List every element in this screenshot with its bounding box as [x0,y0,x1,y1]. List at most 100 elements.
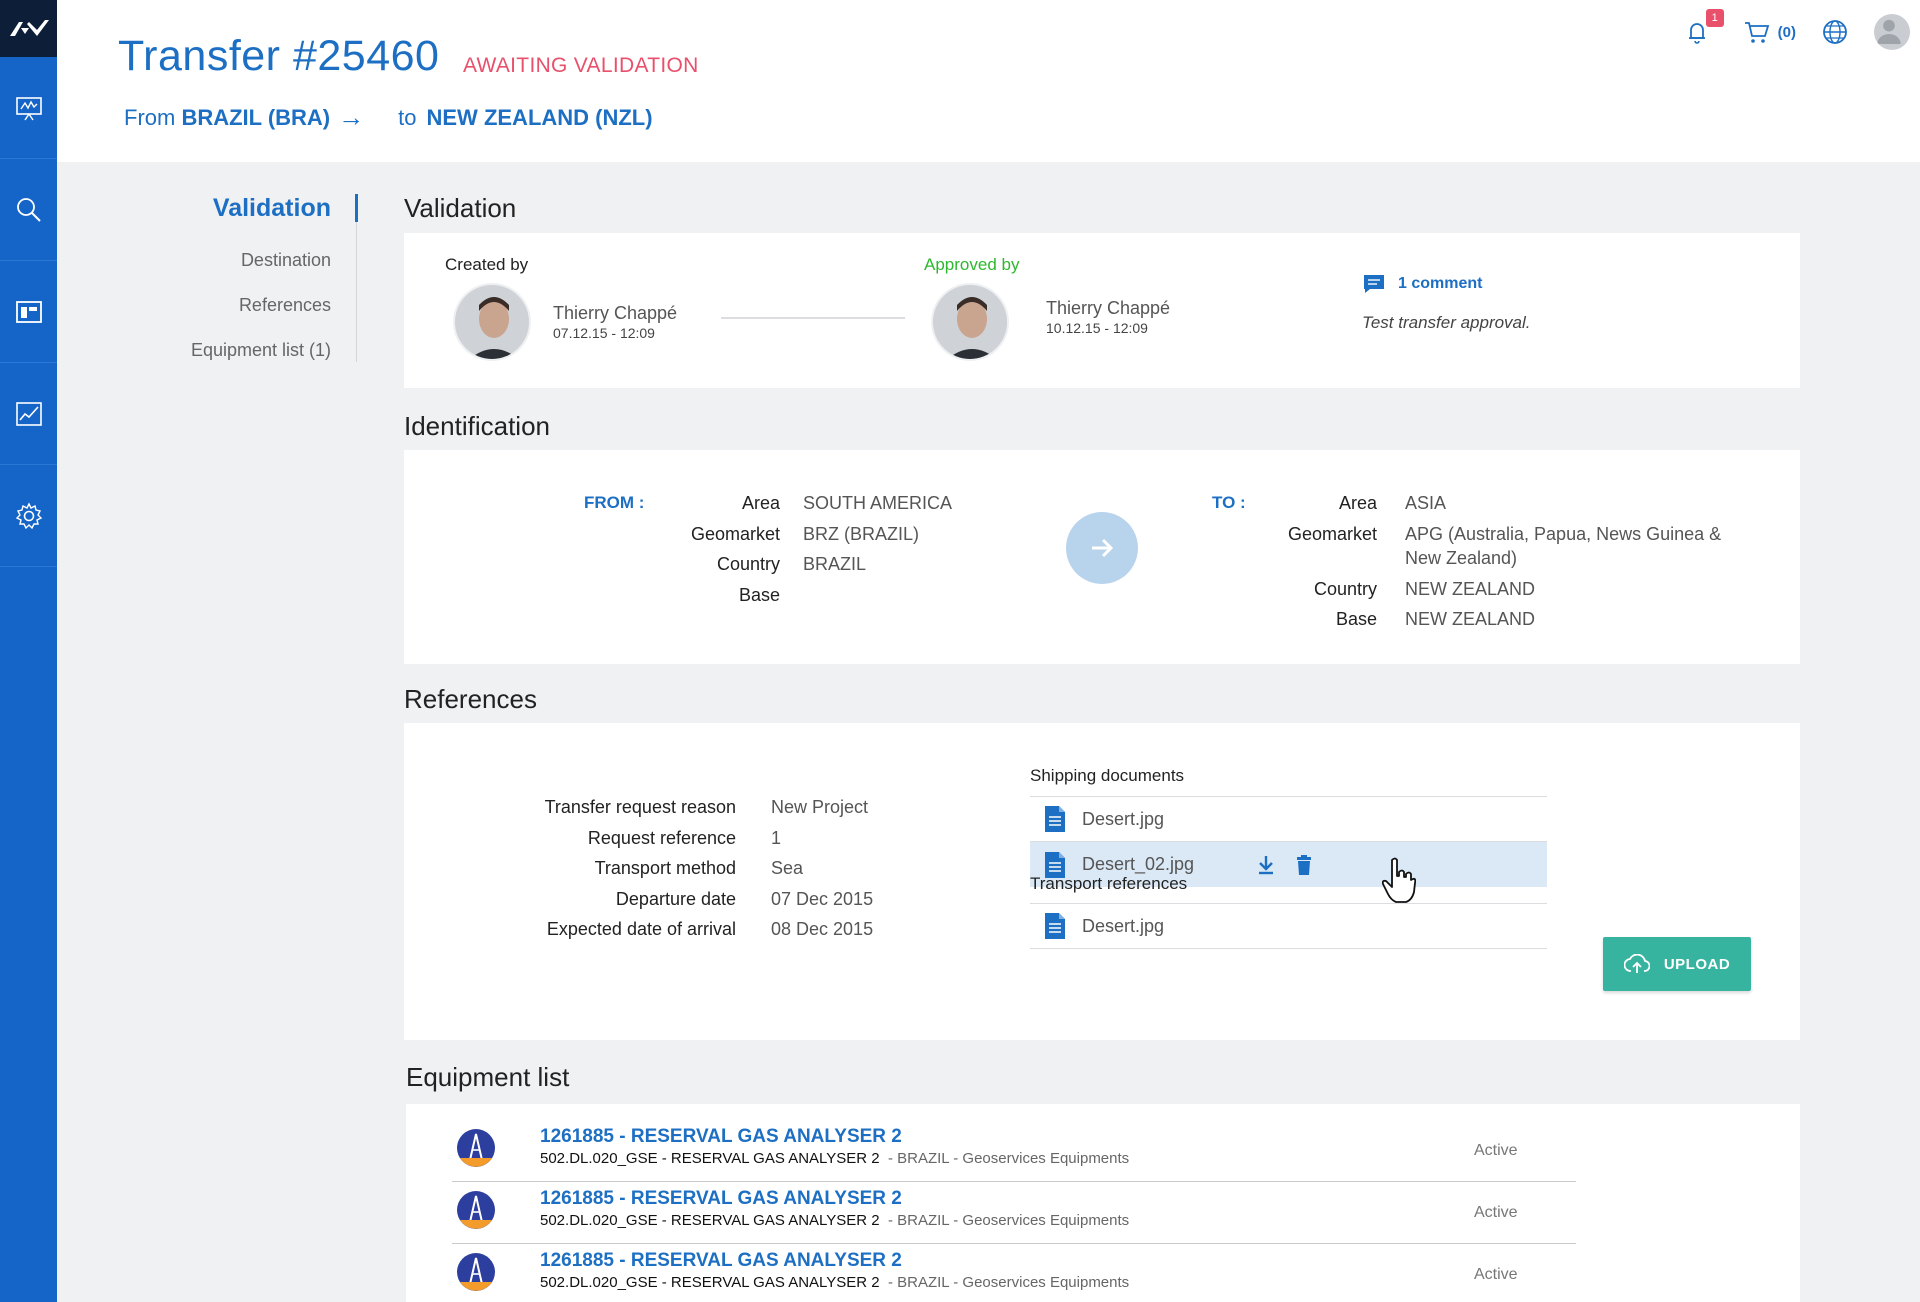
shipping-documents-heading: Shipping documents [1030,766,1185,785]
notifications-button[interactable]: 1 [1682,9,1724,47]
to-country-value: NEW ZEALAND [1405,579,1536,599]
to-base-label: Base [1335,609,1377,629]
layout-icon [15,300,42,323]
nav-search[interactable] [0,159,57,261]
ref-label: Transport method [594,858,736,878]
transport-references-heading: Transport references [1030,874,1188,893]
page-header: Transfer #25460 AWAITING VALIDATION From… [57,0,1920,162]
from-geomarket-value: BRZ (BRAZIL) [803,524,920,544]
to-heading: TO : [1212,493,1246,512]
cart-count: (0) [1777,23,1796,41]
to-area-value: ASIA [1405,493,1447,513]
from-geomarket-label: Geomarket [690,524,780,544]
document-row[interactable]: Desert.jpg [1030,797,1547,842]
equipment-title[interactable]: 1261885 - RESERVAL GAS ANALYSER 2 [540,1250,902,1271]
gear-icon [15,501,42,529]
equipment-code: 502.DL.020_GSE - RESERVAL GAS ANALYSER 2 [540,1212,880,1229]
identification-card: FROM : Area SOUTH AMERICA Geomarket BRZ … [404,450,1800,664]
to-base-value: NEW ZEALAND [1405,609,1536,629]
approver-avatar [931,283,1009,361]
equipment-subtitle: 502.DL.020_GSE - RESERVAL GAS ANALYSER 2… [540,1212,1129,1229]
hand-cursor-icon [1382,857,1416,903]
equipment-row[interactable]: 1261885 - RESERVAL GAS ANALYSER 2 502.DL… [452,1120,1576,1182]
top-toolbar: 1 (0) [1658,9,1910,50]
nav-settings[interactable] [0,465,57,567]
transfer-route: From BRAZIL (BRA) → to NEW ZEALAND (NZL) [124,102,653,133]
equipment-subtitle: 502.DL.020_GSE - RESERVAL GAS ANALYSER 2… [540,1150,1129,1167]
cart-icon [1744,22,1769,43]
equipment-heading: Equipment list [406,1062,570,1092]
ref-value: 08 Dec 2015 [771,919,874,939]
to-geomarket-value-line2: New Zealand) [1405,548,1518,568]
document-row-selected[interactable]: Desert_02.jpg [1030,842,1547,887]
section-nav-equipment-list[interactable]: Equipment list (1) [190,340,331,360]
equipment-status: Active [1474,1204,1518,1221]
comment-count: 1 comment [1398,275,1483,292]
equipment-status: Active [1474,1142,1518,1159]
validation-heading: Validation [404,193,517,223]
rig-icon [457,1191,495,1229]
search-icon [16,197,41,222]
created-by-label: Created by [445,255,529,274]
document-row[interactable]: Desert.jpg [1030,904,1547,949]
section-nav-indicator [355,194,358,222]
from-country-value: BRAZIL [803,554,867,574]
user-menu-button[interactable] [1874,14,1910,50]
status-label: AWAITING VALIDATION [463,54,699,77]
equipment-code: 502.DL.020_GSE - RESERVAL GAS ANALYSER 2 [540,1274,880,1291]
equipment-title[interactable]: 1261885 - RESERVAL GAS ANALYSER 2 [540,1188,902,1209]
ref-value: 07 Dec 2015 [771,889,874,909]
logo-mark-icon [9,19,49,36]
notification-badge: 1 [1705,9,1724,27]
nav-dashboard[interactable] [0,57,57,159]
upload-button[interactable]: UPLOAD [1603,937,1751,991]
equipment-meta: - BRAZIL - Geoservices Equipments [887,1212,1130,1229]
approved-by-label: Approved by [924,255,1020,274]
globe-icon [1823,20,1847,44]
equipment-title[interactable]: 1261885 - RESERVAL GAS ANALYSER 2 [540,1126,902,1147]
user-avatar [1874,14,1910,50]
cart-button[interactable]: (0) [1742,17,1796,47]
equipment-row[interactable]: 1261885 - RESERVAL GAS ANALYSER 2 502.DL… [452,1182,1576,1244]
equipment-subtitle: 502.DL.020_GSE - RESERVAL GAS ANALYSER 2… [540,1274,1129,1291]
references-heading: References [404,684,537,714]
nav-analytics[interactable] [0,363,57,465]
equipment-status: Active [1474,1266,1518,1283]
document-icon [1045,806,1065,832]
language-button[interactable] [1820,17,1850,47]
comment-link[interactable]: 1 comment [1362,273,1482,295]
app-logo[interactable] [0,0,57,57]
chart-icon [15,401,42,426]
equipment-row[interactable]: 1261885 - RESERVAL GAS ANALYSER 2 502.DL… [452,1244,1576,1302]
rig-icon [457,1129,495,1167]
ref-label: Expected date of arrival [546,919,736,939]
page-title: Transfer #25460 [118,32,440,80]
from-country-label: Country [716,554,780,574]
document-actions [1256,854,1332,876]
download-icon[interactable] [1256,854,1276,876]
approval-connector [721,317,905,319]
ref-value: Sea [771,858,804,878]
to-label: to [398,104,417,130]
trash-icon[interactable] [1294,854,1314,876]
section-nav: Validation Destination References Equipm… [150,190,358,375]
equipment-card: 1261885 - RESERVAL GAS ANALYSER 2 502.DL… [406,1104,1800,1302]
from-base-label: Base [738,585,780,605]
ref-value: New Project [771,797,869,817]
validation-card: Created by Thierry Chappé 07.12.15 - 12:… [404,233,1800,388]
equipment-meta: - BRAZIL - Geoservices Equipments [887,1274,1130,1291]
section-nav-destination[interactable]: Destination [240,250,331,270]
section-nav-references[interactable]: References [238,295,331,315]
to-geomarket-label: Geomarket [1287,524,1377,544]
user-photo-icon [933,285,1007,359]
user-photo-icon [455,285,529,359]
section-nav-validation[interactable]: Validation [212,194,331,222]
ref-label: Departure date [615,889,736,909]
document-icon [1045,851,1065,878]
to-area-label: Area [1338,493,1377,513]
comment-icon [1364,275,1384,293]
ref-label: Request reference [587,828,736,848]
to-country-label: Country [1313,579,1377,599]
nav-layout[interactable] [0,261,57,363]
equipment-meta: - BRAZIL - Geoservices Equipments [887,1150,1130,1167]
